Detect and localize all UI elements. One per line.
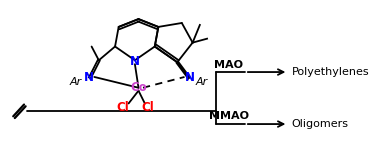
Text: Co: Co xyxy=(130,81,147,94)
Text: Polyethylenes: Polyethylenes xyxy=(292,67,369,77)
Text: MAO: MAO xyxy=(214,60,243,70)
Text: N: N xyxy=(84,71,94,84)
Text: Cl: Cl xyxy=(141,101,154,114)
Text: Oligomers: Oligomers xyxy=(292,119,349,129)
Text: N: N xyxy=(130,55,140,68)
Text: Ar: Ar xyxy=(69,77,82,87)
Text: Ar: Ar xyxy=(195,77,208,87)
Text: MMAO: MMAO xyxy=(209,111,249,121)
Text: N: N xyxy=(185,71,195,84)
Text: Cl: Cl xyxy=(117,101,130,114)
